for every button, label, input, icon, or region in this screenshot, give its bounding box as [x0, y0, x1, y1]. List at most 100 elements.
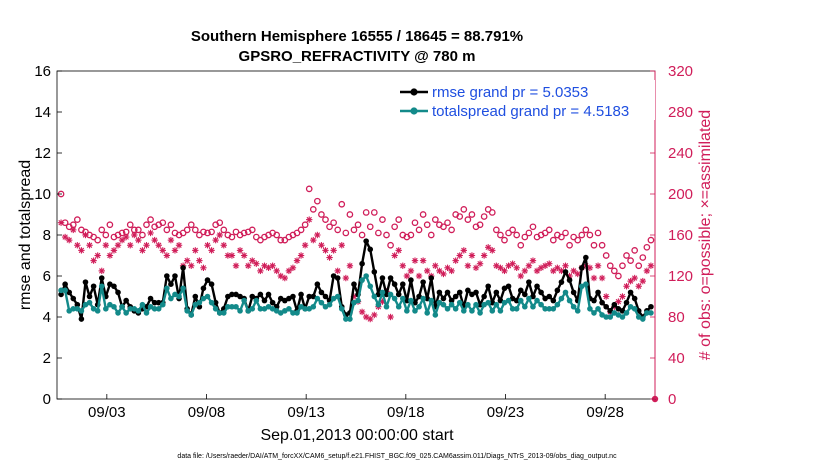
legend-rmse-label: rmse grand pr = 5.0353 [432, 84, 588, 101]
obs-assimilated-point [82, 231, 89, 239]
obs-possible-point [570, 233, 577, 241]
rmse-point [505, 283, 512, 290]
obs-assimilated-point [452, 257, 459, 264]
obs-assimilated-point [639, 277, 646, 285]
spread-point [367, 283, 374, 290]
spread-point [241, 297, 247, 304]
spread-point [485, 299, 492, 306]
rmse-point [151, 299, 158, 306]
spread-point [363, 273, 369, 279]
spread-point [143, 310, 150, 316]
obs-assimilated-point [204, 242, 211, 249]
spread-point [86, 299, 93, 306]
obs-possible-point [362, 209, 370, 216]
axis-layer: 02468101214160408012016020024028032009/0… [34, 63, 693, 421]
rmse-point [387, 275, 394, 281]
rmse-point [444, 289, 451, 296]
rmse-point [538, 289, 544, 296]
obs-assimilated-point [570, 267, 577, 275]
spread-point [607, 314, 614, 320]
spread-point [477, 310, 483, 316]
obs-assimilated-point [415, 272, 423, 280]
obs-possible-point [610, 267, 618, 275]
rmse-point [147, 295, 154, 302]
rmse-point [62, 281, 68, 288]
obs-possible-point [391, 223, 398, 231]
legend-spread-marker [410, 107, 418, 115]
obs-possible-point [216, 219, 224, 227]
obs-possible-point [354, 221, 362, 229]
obs-possible-point [147, 216, 154, 223]
rmse-point [290, 293, 296, 300]
spread-point [314, 295, 321, 302]
spread-point [164, 285, 170, 292]
obs-assimilated-point [114, 242, 122, 249]
spread-point [566, 297, 573, 304]
obs-possible-point [578, 231, 586, 239]
spread-point [155, 306, 162, 312]
obs-assimilated-point [444, 264, 451, 271]
obs-assimilated-point [464, 262, 472, 269]
obs-possible-point [411, 219, 419, 227]
data-file-footer: data file: /Users/raeder/DAI/ATM_forcXX/… [177, 453, 617, 460]
obs-assimilated-point [94, 252, 101, 259]
spread-point [456, 299, 463, 306]
rmse-point [465, 287, 471, 294]
obs-possible-point [395, 216, 403, 223]
obs-assimilated-point [98, 267, 105, 275]
obs-possible-point [326, 223, 333, 231]
obs-assimilated-point [322, 247, 329, 254]
rmse-point [583, 254, 589, 261]
obs-possible-point [94, 236, 102, 244]
obs-possible-point [346, 211, 354, 218]
obs-possible-point [513, 231, 521, 239]
spread-point [595, 306, 601, 312]
obs-assimilated-point [318, 242, 325, 249]
obs-assimilated-point [57, 219, 65, 226]
spread-point [526, 295, 532, 302]
spread-point [404, 308, 410, 314]
spread-point [395, 303, 402, 310]
rmse-point [477, 301, 483, 308]
rmse-point [391, 281, 398, 288]
obs-possible-point [208, 228, 215, 236]
spread-point [522, 303, 528, 310]
spread-point [159, 301, 166, 308]
spread-point [347, 316, 353, 322]
obs-assimilated-point [127, 242, 134, 249]
x-tick-label: 09/18 [387, 404, 425, 421]
spread-point [379, 289, 386, 296]
obs-assimilated-point [281, 274, 289, 282]
obs-possible-point [606, 262, 614, 270]
obs-assimilated-point [623, 283, 630, 290]
rmse-point [371, 269, 378, 275]
spread-point [550, 306, 557, 312]
rmse-point [334, 275, 341, 281]
obs-assimilated-point [436, 267, 443, 275]
rmse-point [363, 238, 369, 244]
rmse-point [526, 279, 532, 285]
plot-area [57, 71, 655, 399]
spread-point [225, 303, 231, 310]
obs-possible-point [444, 219, 451, 227]
y-left-tick-label: 14 [34, 104, 51, 121]
obs-possible-point [301, 221, 309, 229]
obs-possible-point [196, 231, 203, 239]
spread-point [493, 301, 500, 308]
rmse-point [192, 293, 199, 300]
spread-point [180, 285, 186, 292]
spread-point [62, 287, 68, 294]
obs-possible-point [415, 226, 423, 234]
spread-point [123, 310, 129, 316]
spread-point [375, 301, 382, 308]
spread-point [440, 301, 447, 308]
obs-possible-point [440, 223, 447, 231]
spread-point [497, 308, 504, 314]
spread-point [469, 308, 475, 314]
obs-assimilated-point [517, 272, 524, 280]
obs-assimilated-point [411, 257, 419, 264]
obs-assimilated-point [289, 264, 297, 271]
obs-assimilated-point [546, 260, 553, 267]
obs-assimilated-point [472, 264, 480, 271]
obs-assimilated-point [171, 247, 179, 254]
